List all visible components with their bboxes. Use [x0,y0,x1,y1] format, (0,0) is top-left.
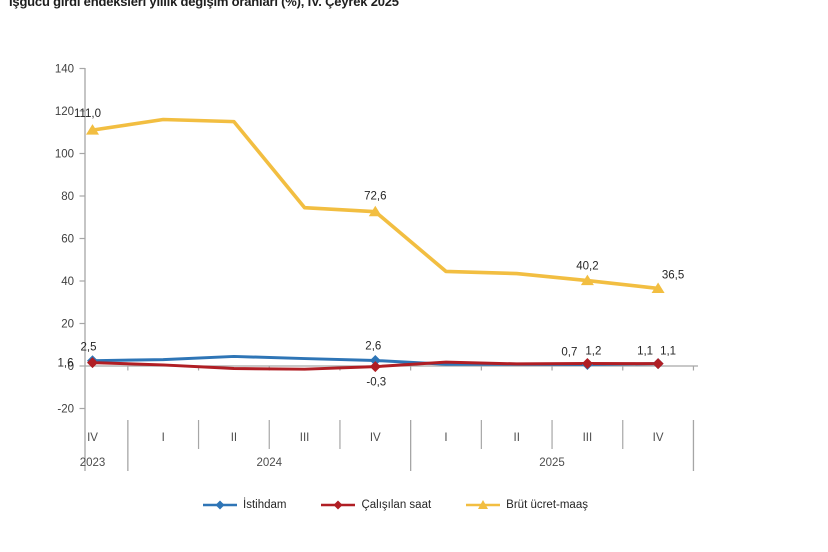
legend-item-calisilan-saat: Çalışılan saat [320,499,431,511]
y-tick-label: 140 [55,64,74,76]
legend-diamond-marker-icon [203,500,238,510]
y-tick-label: 120 [55,106,74,118]
chart-title: İşgücü girdi endeksleri yıllık değişim o… [9,0,399,9]
point-value-label: -0,3 [366,377,386,389]
point-value-label: 1,1 [660,346,676,358]
chart-legend: İstihdam Çalışılan saat Brüt ücret-maaş [0,499,790,511]
legend-triangle-marker-icon [466,500,501,509]
year-label: 2025 [539,457,565,469]
y-tick-label: 80 [61,191,74,203]
legend-label: Brüt ücret-maaş [506,499,588,511]
legend-item-brut-ucret-maas: Brüt ücret-maaş [465,499,588,511]
year-label: 2024 [256,457,282,469]
quarter-label: IV [87,432,98,444]
marker-triangle [368,205,382,217]
year-label: 2023 [80,457,106,469]
y-tick-label: 20 [61,319,74,331]
point-value-label: 2,6 [365,340,381,352]
quarter-label: IV [370,432,381,444]
quarter-label: I [162,432,165,444]
point-value-label: 40,2 [576,261,598,273]
legend-label: İstihdam [243,499,287,511]
quarter-label: IV [653,432,664,444]
point-value-label: 72,6 [364,191,386,203]
quarter-label: III [583,432,593,444]
marker-diamond [369,361,381,373]
marker-triangle [651,282,665,293]
point-value-label: 0,7 [561,347,577,359]
point-value-label: 1,6 [58,358,74,370]
y-tick-label: 60 [61,234,74,246]
quarter-label: II [514,432,520,444]
y-tick-label: 40 [61,276,74,288]
point-value-label: 1,1 [637,346,653,358]
point-value-label: 1,2 [585,345,601,357]
point-value-label: 36,5 [662,269,684,281]
y-tick-label: -20 [57,404,74,416]
quarter-label: II [231,432,237,444]
legend-item-istihdam: İstihdam [202,499,286,511]
y-tick-label: 0 [68,361,74,373]
y-tick-label: 100 [55,149,74,161]
quarter-label: III [300,432,310,444]
marker-triangle [580,274,594,286]
marker-diamond [87,357,98,369]
marker-triangle [86,124,99,135]
legend-label: Çalışılan saat [361,499,432,511]
point-value-label: 2,5 [81,342,97,354]
series-line-brut-ucret-maas [90,117,660,291]
quarter-label: I [444,432,447,444]
marker-diamond [652,358,664,370]
marker-diamond [369,354,381,366]
legend-diamond-marker-icon [321,500,356,510]
marker-diamond [581,357,593,369]
point-value-label: 111,0 [74,108,101,120]
